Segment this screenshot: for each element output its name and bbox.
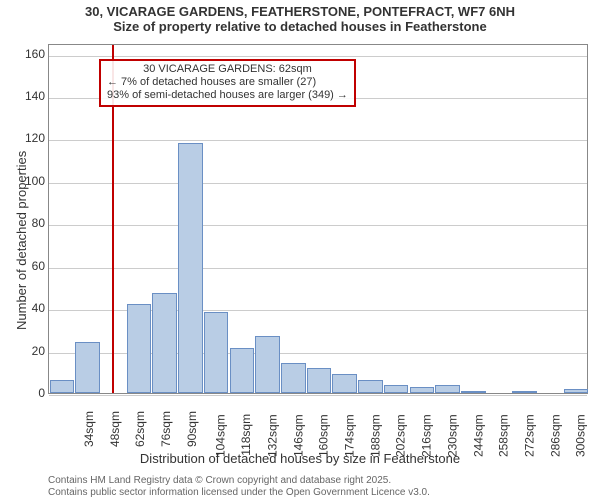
- gridline: [49, 225, 587, 226]
- y-tick-label: 160: [25, 47, 49, 61]
- annotation-line: ← 7% of detached houses are smaller (27): [107, 76, 348, 89]
- x-tick-label: 48sqm: [106, 411, 122, 447]
- gridline: [49, 56, 587, 57]
- histogram-bar: [281, 363, 306, 393]
- histogram-bar: [50, 380, 75, 393]
- x-tick-label: 90sqm: [183, 411, 199, 447]
- x-tick-label: 146sqm: [289, 414, 305, 457]
- x-tick-label: 104sqm: [212, 414, 228, 457]
- footer-line2: Contains public sector information licen…: [48, 487, 430, 499]
- histogram-bar: [75, 342, 100, 393]
- annotation-line: 30 VICARAGE GARDENS: 62sqm: [107, 63, 348, 76]
- y-tick-label: 60: [32, 259, 49, 273]
- footer-attribution: Contains HM Land Registry data © Crown c…: [48, 475, 430, 498]
- plot-area: 02040608010012014016034sqm48sqm62sqm76sq…: [48, 44, 588, 394]
- x-tick-label: 286sqm: [546, 414, 562, 457]
- x-tick-label: 258sqm: [495, 414, 511, 457]
- annotation-box: 30 VICARAGE GARDENS: 62sqm← 7% of detach…: [99, 59, 356, 107]
- y-tick-label: 120: [25, 131, 49, 145]
- histogram-bar: [307, 368, 332, 393]
- x-tick-label: 272sqm: [520, 414, 536, 457]
- histogram-bar: [384, 385, 409, 393]
- histogram-bar: [435, 385, 460, 393]
- x-tick-label: 300sqm: [572, 414, 588, 457]
- histogram-bar: [410, 387, 435, 393]
- y-tick-label: 80: [32, 216, 49, 230]
- title-line2: Size of property relative to detached ho…: [0, 19, 600, 34]
- histogram-bar: [204, 312, 229, 393]
- x-tick-label: 76sqm: [157, 411, 173, 447]
- histogram-bar: [230, 348, 255, 393]
- histogram-bar: [512, 391, 537, 393]
- y-tick-label: 40: [32, 301, 49, 315]
- histogram-bar: [178, 143, 203, 393]
- x-tick-label: 202sqm: [392, 414, 408, 457]
- x-tick-label: 188sqm: [366, 414, 382, 457]
- histogram-bar: [564, 389, 589, 393]
- x-tick-label: 230sqm: [443, 414, 459, 457]
- y-tick-label: 20: [32, 344, 49, 358]
- x-tick-label: 34sqm: [80, 411, 96, 447]
- histogram-bar: [127, 304, 152, 393]
- histogram-bar: [332, 374, 357, 393]
- y-tick-label: 140: [25, 89, 49, 103]
- histogram-bar: [152, 293, 177, 393]
- y-tick-label: 0: [38, 386, 49, 400]
- histogram-bar: [358, 380, 383, 393]
- histogram-bar: [255, 336, 280, 393]
- x-tick-label: 216sqm: [417, 414, 433, 457]
- annotation-line: 93% of semi-detached houses are larger (…: [107, 89, 348, 102]
- x-tick-label: 62sqm: [131, 411, 147, 447]
- x-tick-label: 160sqm: [315, 414, 331, 457]
- x-tick-label: 244sqm: [469, 414, 485, 457]
- gridline: [49, 140, 587, 141]
- gridline: [49, 268, 587, 269]
- y-tick-label: 100: [25, 174, 49, 188]
- chart-container: 30, VICARAGE GARDENS, FEATHERSTONE, PONT…: [0, 0, 600, 500]
- gridline: [49, 395, 587, 396]
- footer-line1: Contains HM Land Registry data © Crown c…: [48, 475, 430, 487]
- x-tick-label: 174sqm: [340, 414, 356, 457]
- gridline: [49, 183, 587, 184]
- histogram-bar: [461, 391, 486, 393]
- x-tick-label: 132sqm: [263, 414, 279, 457]
- title-line1: 30, VICARAGE GARDENS, FEATHERSTONE, PONT…: [0, 0, 600, 19]
- x-tick-label: 118sqm: [237, 414, 253, 456]
